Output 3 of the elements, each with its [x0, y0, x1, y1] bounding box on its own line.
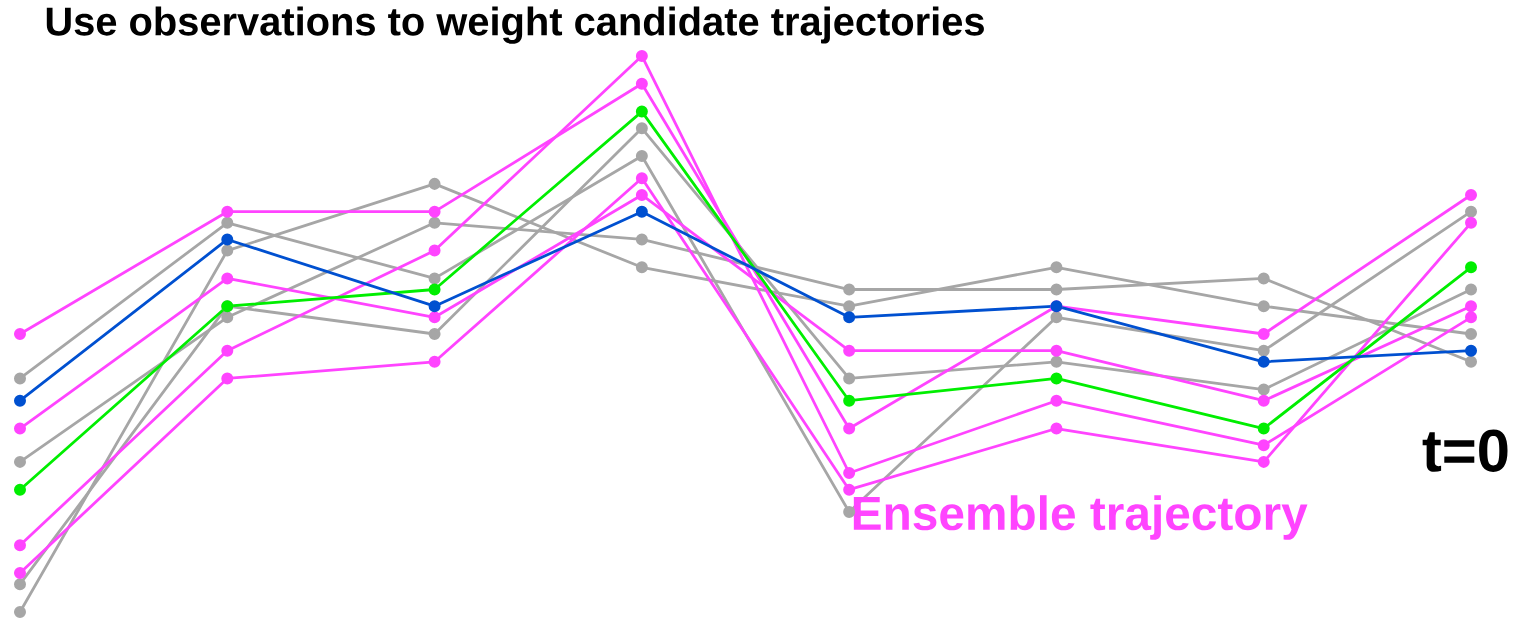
chart-title: Use observations to weight candidate trajectories — [46, 6, 984, 44]
series-label: Ensemble trajectory — [853, 495, 1308, 540]
annotation: t=0 — [1422, 429, 1508, 472]
